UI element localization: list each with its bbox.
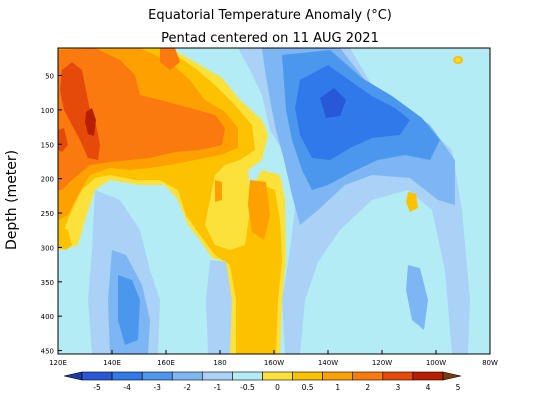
colorbar-segment: [171, 371, 203, 381]
contour-neg4: [320, 88, 346, 118]
contour-pos3: [58, 48, 225, 190]
colorbar-segment: [412, 371, 444, 381]
contour-pos1-east: [406, 192, 418, 212]
contour-pos5: [85, 108, 96, 136]
contour-neg05-mid: [206, 260, 232, 354]
y-tick-label: 200: [41, 176, 54, 184]
x-tick-label: 120W: [372, 359, 392, 367]
colorbar-label: 2: [365, 383, 370, 392]
colorbar-label: -0.5: [240, 383, 255, 392]
chart-subtitle: Pentad centered on 11 AUG 2021: [161, 31, 379, 46]
y-axis: 50 100 150 200 250 300 350 400 450: [41, 73, 62, 356]
colorbar-label: 0.5: [302, 383, 314, 392]
colorbar-segment: [322, 371, 354, 381]
contour-pos2-tongue: [248, 180, 270, 240]
colorbar-segment: [141, 371, 173, 381]
east-warm-spot-core: [455, 58, 461, 62]
x-tick-label: 160E: [157, 359, 175, 367]
y-tick-label: 50: [45, 73, 54, 81]
contour-neg3: [295, 65, 410, 160]
y-tick-label: 100: [41, 107, 54, 115]
colorbar-label: -4: [123, 383, 131, 392]
x-tick-label: 180: [213, 359, 226, 367]
colorbar-high-arrow: [442, 371, 462, 381]
colorbar-segment: [382, 371, 414, 381]
contour-pos2-mid: [215, 180, 222, 202]
colorbar-low-arrow: [63, 371, 83, 381]
y-tick-label: 400: [41, 313, 54, 321]
colorbar-segment: [352, 371, 384, 381]
x-tick-label: 160W: [264, 359, 284, 367]
chart-title: Equatorial Temperature Anomaly (°C): [148, 8, 392, 23]
y-tick-label: 150: [41, 141, 54, 149]
colorbar-label: -1: [214, 383, 222, 392]
x-tick-label: 100W: [426, 359, 446, 367]
colorbar-label: -2: [184, 383, 192, 392]
colorbar-label: 3: [395, 383, 400, 392]
contour-field: [58, 48, 490, 354]
colorbar-label: 0: [275, 383, 280, 392]
x-tick-label: 120E: [49, 359, 67, 367]
contour-neg2-west: [118, 275, 140, 345]
colorbar-segment: [292, 371, 323, 381]
contour-pos3-top: [160, 48, 180, 70]
colorbar-segment: [111, 371, 143, 381]
x-tick-label: 80W: [482, 359, 498, 367]
contour-pos1-sw: [58, 225, 72, 250]
y-tick-label: 450: [41, 348, 54, 356]
y-tick-label: 250: [41, 210, 54, 218]
colorbar-label: 4: [426, 383, 431, 392]
colorbar-segment: [81, 371, 113, 381]
colorbar-label: 5: [456, 383, 461, 392]
colorbar: -5 -4 -3 -2 -1 -0.5 0 0.5 1 2 3 4 5: [63, 371, 462, 392]
colorbar-label: -5: [93, 383, 101, 392]
colorbar-label: -3: [153, 383, 161, 392]
x-tick-label: 140W: [318, 359, 338, 367]
contour-neg1-east: [406, 265, 428, 330]
contour-pos4: [60, 62, 100, 160]
y-tick-label: 300: [41, 244, 54, 252]
colorbar-segment: [262, 371, 293, 381]
contour-pos4-west: [58, 128, 68, 152]
x-axis: 120E 140E 160E 180 160W 140W 120W 100W 80W: [49, 350, 498, 367]
colorbar-label: 1: [335, 383, 340, 392]
x-tick-label: 140E: [103, 359, 121, 367]
colorbar-segment: [202, 371, 233, 381]
colorbar-segment: [232, 371, 263, 381]
y-tick-label: 350: [41, 279, 54, 287]
